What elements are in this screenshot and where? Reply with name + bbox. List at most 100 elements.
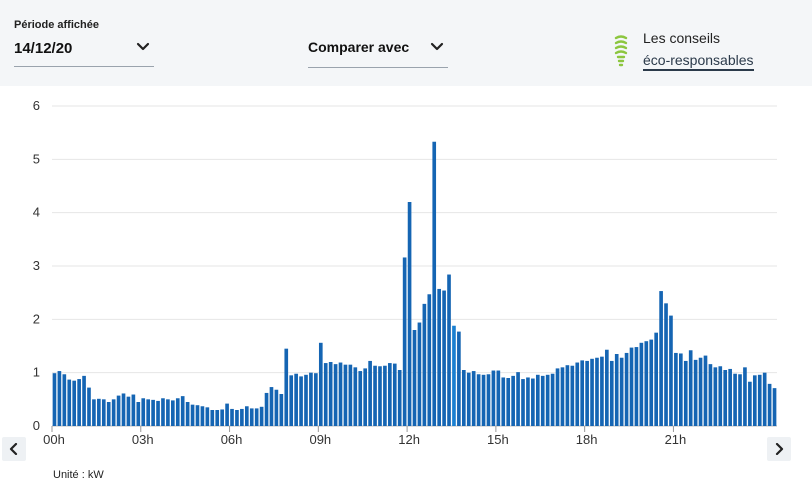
bar[interactable] — [195, 405, 200, 426]
bar[interactable] — [501, 377, 506, 426]
bar[interactable] — [57, 371, 62, 426]
bar[interactable] — [422, 303, 427, 426]
bar[interactable] — [97, 398, 101, 426]
bar[interactable] — [225, 403, 229, 426]
bar[interactable] — [654, 332, 658, 426]
bar[interactable] — [343, 364, 348, 426]
bar[interactable] — [644, 341, 649, 426]
bar[interactable] — [605, 349, 609, 426]
bar[interactable] — [348, 364, 353, 426]
bar[interactable] — [141, 398, 146, 426]
bar[interactable] — [629, 347, 634, 426]
bar[interactable] — [723, 370, 728, 426]
bar[interactable] — [521, 379, 525, 426]
bar[interactable] — [264, 392, 269, 426]
bar[interactable] — [62, 374, 67, 426]
bar[interactable] — [72, 380, 77, 426]
bar[interactable] — [511, 375, 515, 426]
bar[interactable] — [363, 368, 368, 426]
bar[interactable] — [516, 372, 520, 426]
bar[interactable] — [693, 359, 698, 426]
bar[interactable] — [457, 331, 461, 426]
bar[interactable] — [664, 303, 668, 426]
bar[interactable] — [87, 387, 91, 426]
bar[interactable] — [471, 371, 476, 426]
bar[interactable] — [762, 372, 767, 426]
bar[interactable] — [540, 375, 545, 426]
bar[interactable] — [101, 399, 106, 426]
bar[interactable] — [175, 398, 180, 426]
tips-link[interactable]: éco-responsables — [643, 52, 754, 71]
bar[interactable] — [392, 363, 397, 426]
bar[interactable] — [161, 398, 165, 426]
bar[interactable] — [353, 367, 358, 426]
bar[interactable] — [259, 406, 264, 426]
bar[interactable] — [447, 274, 451, 426]
bar[interactable] — [565, 365, 570, 426]
bar[interactable] — [634, 347, 639, 426]
bar[interactable] — [190, 404, 195, 426]
bar[interactable] — [67, 379, 72, 426]
bar[interactable] — [550, 373, 555, 426]
bar[interactable] — [244, 406, 249, 426]
bar[interactable] — [738, 374, 742, 426]
bar[interactable] — [52, 373, 57, 426]
bar[interactable] — [323, 363, 328, 426]
bar[interactable] — [240, 408, 244, 426]
bar[interactable] — [378, 366, 382, 426]
bar[interactable] — [748, 381, 752, 426]
bar[interactable] — [575, 362, 580, 426]
period-dropdown[interactable]: 14/12/20 — [14, 36, 154, 67]
bar[interactable] — [743, 367, 747, 426]
bar[interactable] — [674, 352, 678, 426]
bar[interactable] — [274, 389, 279, 426]
bar[interactable] — [358, 371, 363, 426]
bar[interactable] — [733, 373, 737, 426]
bar[interactable] — [269, 387, 274, 426]
bar[interactable] — [368, 360, 372, 426]
bar[interactable] — [609, 360, 614, 426]
bar[interactable] — [590, 358, 594, 426]
bar[interactable] — [92, 399, 96, 426]
bar[interactable] — [171, 400, 175, 426]
bar[interactable] — [432, 141, 437, 426]
bar[interactable] — [688, 350, 693, 426]
bar[interactable] — [284, 348, 289, 426]
bar[interactable] — [713, 367, 718, 426]
bar[interactable] — [555, 368, 560, 426]
bar[interactable] — [333, 364, 338, 426]
bar[interactable] — [314, 373, 318, 426]
bar[interactable] — [481, 374, 486, 426]
bar[interactable] — [200, 406, 205, 426]
bar[interactable] — [77, 379, 81, 426]
bar[interactable] — [560, 367, 565, 426]
bar[interactable] — [412, 330, 417, 426]
bar[interactable] — [600, 356, 604, 426]
bar[interactable] — [151, 399, 155, 426]
bar[interactable] — [126, 396, 131, 426]
bar[interactable] — [624, 352, 629, 426]
bar[interactable] — [388, 363, 392, 426]
bar[interactable] — [683, 360, 688, 426]
bar[interactable] — [585, 360, 589, 426]
bar[interactable] — [649, 339, 654, 426]
bar[interactable] — [235, 410, 239, 426]
bar[interactable] — [718, 366, 723, 426]
next-day-button[interactable] — [767, 437, 791, 461]
bar[interactable] — [106, 402, 111, 426]
bar[interactable] — [437, 288, 441, 426]
bar[interactable] — [131, 394, 136, 426]
bar[interactable] — [669, 315, 673, 426]
bar[interactable] — [220, 409, 224, 426]
bar[interactable] — [728, 368, 732, 426]
bar[interactable] — [595, 357, 599, 426]
bar[interactable] — [427, 294, 432, 426]
bar[interactable] — [708, 364, 713, 426]
bar[interactable] — [659, 291, 663, 426]
bar[interactable] — [383, 365, 387, 426]
bar[interactable] — [639, 342, 644, 426]
bar[interactable] — [180, 396, 185, 426]
bar[interactable] — [614, 354, 619, 426]
bar[interactable] — [531, 378, 535, 426]
bar[interactable] — [767, 383, 772, 426]
